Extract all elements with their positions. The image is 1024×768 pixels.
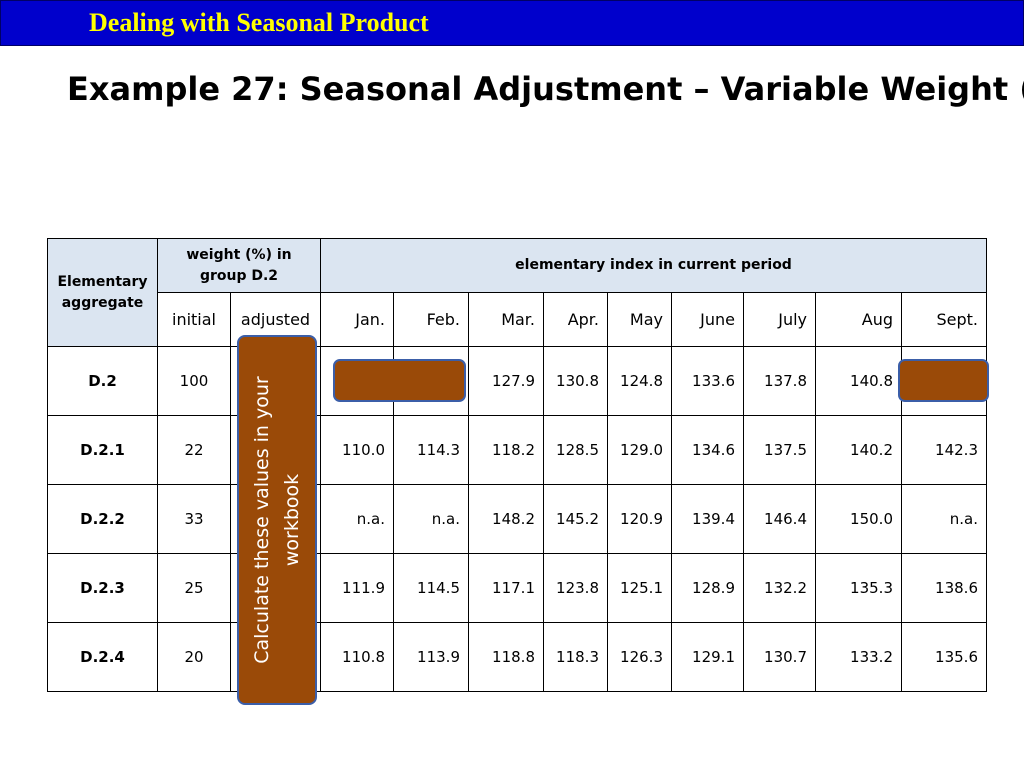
header-month-7: July: [743, 292, 816, 347]
header-weight: weight (%) in group D.2: [157, 238, 321, 293]
data-table-container: Elementary aggregate weight (%) in group…: [47, 238, 987, 692]
row-label: D.2: [47, 346, 158, 416]
row-index-value: n.a.: [901, 484, 987, 554]
header-month-9: Sept.: [901, 292, 987, 347]
row-index-value: 124.8: [607, 346, 672, 416]
header-month-2: Feb.: [393, 292, 469, 347]
row-label: D.2.3: [47, 553, 158, 623]
row-index-value: 114.5: [393, 553, 469, 623]
row-initial-weight: 20: [157, 622, 231, 692]
header-month-1: Jan.: [320, 292, 394, 347]
row-index-value: 118.3: [543, 622, 608, 692]
row-initial-weight: 22: [157, 415, 231, 485]
table-row: D.2.2 33 n.a. n.a. 148.2 145.2 120.9 139.4 146.4…: [47, 484, 987, 554]
row-index-value: 110.8: [320, 622, 394, 692]
row-initial-weight: 33: [157, 484, 231, 554]
row-index-value: 129.1: [671, 622, 744, 692]
row-index-value: 118.8: [468, 622, 544, 692]
row-label: D.2.1: [47, 415, 158, 485]
row-index-value: 118.2: [468, 415, 544, 485]
row-index-value: 137.8: [743, 346, 816, 416]
table-row: D.2.1 22 110.0 114.3 118.2 128.5 129.0 134.6 137…: [47, 415, 987, 485]
row-index-value: 146.4: [743, 484, 816, 554]
row-index-value: 128.9: [671, 553, 744, 623]
row-index-value: 123.8: [543, 553, 608, 623]
row-index-value: 127.9: [468, 346, 544, 416]
row-index-value: 117.1: [468, 553, 544, 623]
header-initial: initial: [157, 292, 231, 347]
row-index-value: 135.3: [815, 553, 902, 623]
row-label: D.2.2: [47, 484, 158, 554]
row-index-value: 129.0: [607, 415, 672, 485]
banner-title: Dealing with Seasonal Product: [89, 8, 429, 37]
header-month-4: Apr.: [543, 292, 608, 347]
workbook-callout: Calculate these values in your workbook: [237, 335, 317, 705]
header-elementary-index: elementary index in current period: [320, 238, 987, 293]
top-banner: Dealing with Seasonal Product: [0, 0, 1024, 46]
header-month-5: May: [607, 292, 672, 347]
row-index-value: 145.2: [543, 484, 608, 554]
row-index-value: 133.6: [671, 346, 744, 416]
row-index-value: 135.6: [901, 622, 987, 692]
header-month-8: Aug: [815, 292, 902, 347]
row-index-value: 113.9: [393, 622, 469, 692]
row-label: D.2.4: [47, 622, 158, 692]
table-row: D.2.3 25 111.9 114.5 117.1 123.8 125.1 128.9 132…: [47, 553, 987, 623]
row-initial-weight: 100: [157, 346, 231, 416]
row-index-value: 137.5: [743, 415, 816, 485]
hidden-value-jan-feb: [333, 359, 466, 402]
row-index-value: 130.7: [743, 622, 816, 692]
row-index-value: 125.1: [607, 553, 672, 623]
row-index-value: 110.0: [320, 415, 394, 485]
row-index-value: 128.5: [543, 415, 608, 485]
row-index-value: 140.2: [815, 415, 902, 485]
row-initial-weight: 25: [157, 553, 231, 623]
header-month-3: Mar.: [468, 292, 544, 347]
slide-title: Example 27: Seasonal Adjustment – Variab…: [67, 70, 1024, 108]
table-row: D.2 100 127.9 130.8 124.8 133.6 137.8 140.8: [47, 346, 987, 416]
row-index-value: n.a.: [393, 484, 469, 554]
row-index-value: 132.2: [743, 553, 816, 623]
row-index-value: 150.0: [815, 484, 902, 554]
header-month-6: June: [671, 292, 744, 347]
row-index-value: 134.6: [671, 415, 744, 485]
seasonal-weight-table: Elementary aggregate weight (%) in group…: [47, 238, 987, 692]
row-index-value: 114.3: [393, 415, 469, 485]
row-index-value: 111.9: [320, 553, 394, 623]
row-index-value: 139.4: [671, 484, 744, 554]
row-index-value: 130.8: [543, 346, 608, 416]
row-index-value: 133.2: [815, 622, 902, 692]
row-index-value: 142.3: [901, 415, 987, 485]
row-index-value: 138.6: [901, 553, 987, 623]
row-index-value: 126.3: [607, 622, 672, 692]
callout-text: Calculate these values in your workbook: [251, 376, 303, 664]
row-index-value: 148.2: [468, 484, 544, 554]
row-index-value: 140.8: [815, 346, 902, 416]
row-index-value: 120.9: [607, 484, 672, 554]
header-elementary-aggregate: Elementary aggregate: [47, 238, 158, 347]
hidden-value-sept: [898, 359, 989, 402]
row-index-value: n.a.: [320, 484, 394, 554]
table-row: D.2.4 20 110.8 113.9 118.8 118.3 126.3 129.1 130…: [47, 622, 987, 692]
